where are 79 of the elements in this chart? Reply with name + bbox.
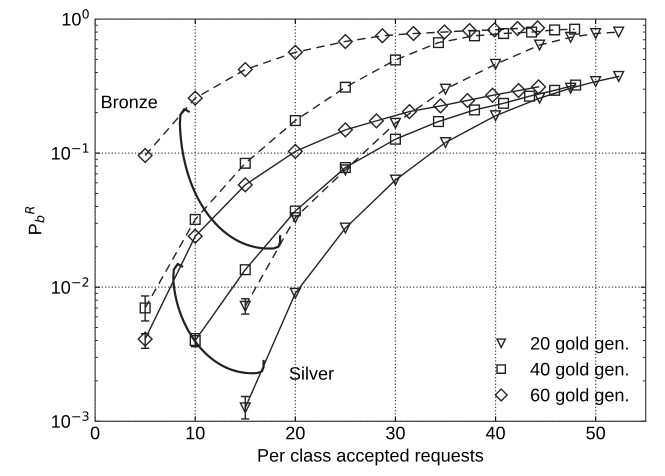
point xyxy=(565,82,576,94)
point xyxy=(140,302,151,314)
point xyxy=(565,32,576,43)
point xyxy=(524,90,536,102)
point xyxy=(338,34,353,50)
point xyxy=(432,98,448,114)
point xyxy=(390,118,401,129)
point xyxy=(549,24,560,36)
point xyxy=(432,37,444,48)
point xyxy=(188,228,203,244)
point xyxy=(486,22,502,38)
x-tick-label: 30 xyxy=(386,426,405,440)
y-tick-label: 10$^{−1}$ xyxy=(52,143,88,160)
annotation: Silver xyxy=(290,366,334,380)
x-axis-title: Per class accepted requests xyxy=(258,448,484,466)
point xyxy=(390,134,401,145)
x-tick-label: 20 xyxy=(286,426,305,440)
point xyxy=(368,113,384,128)
x-tick-label: 40 xyxy=(486,426,505,440)
annotation: Bronze xyxy=(102,96,158,108)
point xyxy=(534,92,546,104)
point xyxy=(290,288,301,299)
point xyxy=(390,54,401,66)
legend-label: 40 gold gen. xyxy=(530,362,628,380)
point xyxy=(460,92,476,108)
point xyxy=(188,90,203,106)
x-tick-label: 10 xyxy=(186,426,205,440)
point xyxy=(402,104,418,120)
x-tick-label: 50 xyxy=(586,426,605,440)
point xyxy=(288,144,303,159)
point xyxy=(462,23,478,38)
point xyxy=(490,58,502,70)
point xyxy=(570,79,582,91)
point xyxy=(530,20,546,36)
point xyxy=(240,264,251,276)
point xyxy=(549,84,560,96)
point xyxy=(613,26,624,38)
point xyxy=(290,205,301,217)
point xyxy=(534,39,546,51)
point xyxy=(526,26,538,38)
point xyxy=(338,122,353,138)
point xyxy=(406,26,422,42)
point xyxy=(498,98,510,109)
point xyxy=(390,174,401,186)
legend-label: 60 gold gen. xyxy=(530,388,628,406)
point xyxy=(240,300,251,312)
point xyxy=(569,24,580,35)
point xyxy=(590,76,602,88)
point xyxy=(340,222,351,234)
point xyxy=(440,136,452,148)
point xyxy=(613,70,624,82)
point xyxy=(436,24,452,40)
point xyxy=(468,104,480,116)
point xyxy=(484,88,500,103)
point xyxy=(290,212,301,224)
point xyxy=(590,28,602,40)
point xyxy=(190,214,201,226)
point xyxy=(240,402,251,414)
y-tick-label: 10$^{−3}$ xyxy=(52,411,89,428)
point xyxy=(440,84,452,95)
point xyxy=(510,20,526,36)
point xyxy=(511,82,526,98)
point xyxy=(240,158,251,169)
point xyxy=(374,28,390,44)
y-tick-label: 10$^{0}$ xyxy=(62,9,89,26)
point xyxy=(340,82,351,93)
point xyxy=(238,62,253,78)
point xyxy=(138,148,153,164)
point xyxy=(498,28,510,40)
legend-label: 20 gold gen. xyxy=(530,336,628,354)
point xyxy=(238,177,253,192)
point xyxy=(288,44,303,60)
point xyxy=(290,114,301,126)
point xyxy=(432,116,444,128)
x-tick-label: 0 xyxy=(90,426,100,440)
point xyxy=(490,110,502,122)
point xyxy=(531,79,546,94)
y-axis-title: P$_{b}$$^{R}$ xyxy=(25,206,44,234)
y-tick-label: 10$^{−2}$ xyxy=(52,277,88,294)
